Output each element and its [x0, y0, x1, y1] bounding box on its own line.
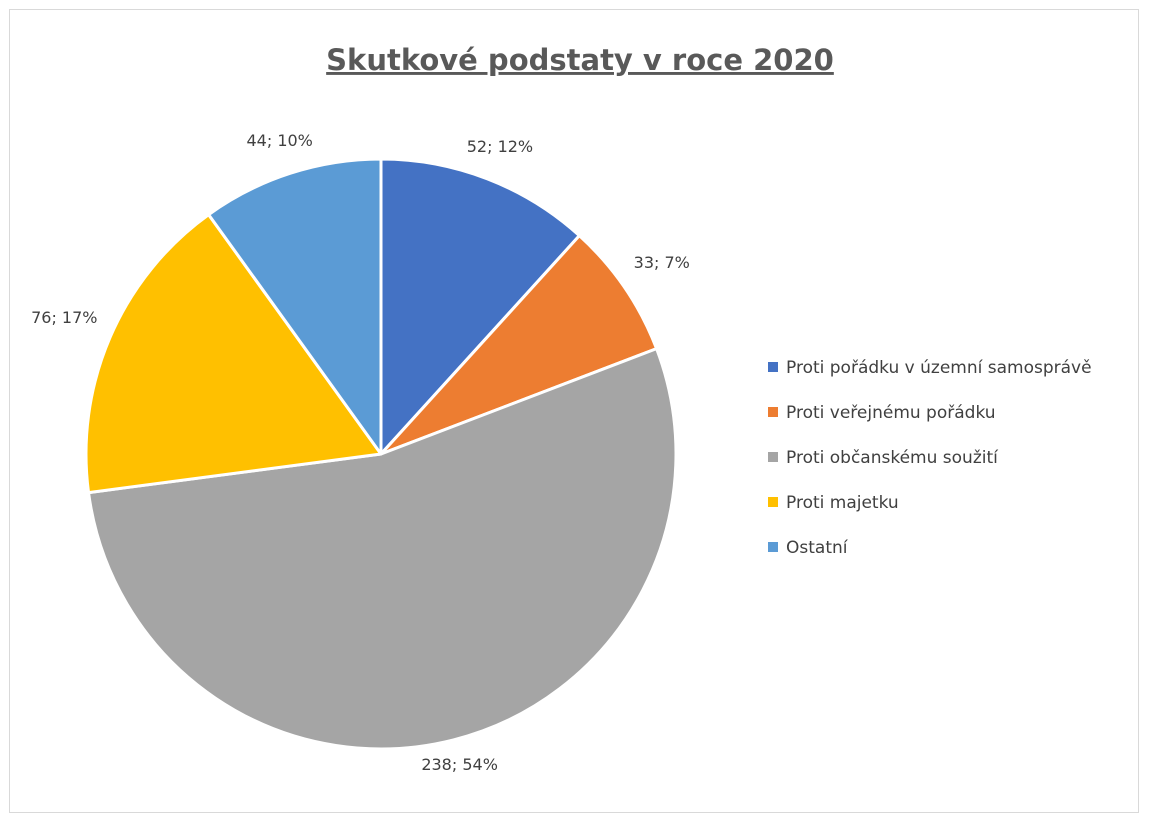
data-label-4: 76; 17% — [31, 308, 97, 327]
pie-slice-1 — [379, 157, 581, 456]
legend-swatch-3 — [768, 452, 778, 462]
pie-slice-4 — [84, 213, 383, 495]
pie-slice-5 — [207, 157, 383, 456]
legend-label-3: Proti občanskému soužití — [786, 448, 999, 468]
chart-title: Skutkové podstaty v roce 2020 — [326, 43, 834, 77]
data-label-2: 33; 7% — [634, 253, 690, 272]
legend-label-4: Proti majetku — [786, 493, 899, 513]
legend-swatch-4 — [768, 497, 778, 507]
data-label-1: 52; 12% — [467, 137, 533, 156]
legend-label-2: Proti veřejnému pořádku — [786, 403, 996, 423]
data-label-3: 238; 54% — [421, 755, 498, 774]
data-label-5: 44; 10% — [246, 131, 312, 150]
legend: Proti pořádku v územní samosprávě Proti v… — [768, 358, 1092, 558]
pie-slice-3 — [87, 347, 678, 751]
legend-label-5: Ostatní — [786, 538, 849, 558]
legend-swatch-1 — [768, 362, 778, 372]
pie-slice-2 — [379, 234, 659, 456]
legend-label-1: Proti pořádku v územní samosprávě — [786, 358, 1092, 378]
pie-slices — [84, 157, 678, 751]
legend-swatch-5 — [768, 542, 778, 552]
legend-swatch-2 — [768, 407, 778, 417]
data-labels: 52; 12% 33; 7% 238; 54% 76; 17% 44; 10% — [31, 131, 690, 774]
